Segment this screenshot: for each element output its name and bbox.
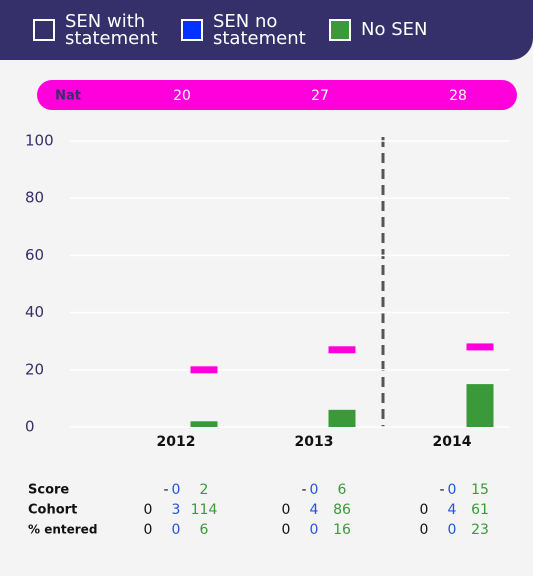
legend-swatch bbox=[181, 19, 203, 41]
legend-swatch bbox=[33, 19, 55, 41]
cohort: 114 bbox=[191, 502, 218, 518]
legend-label: SEN no statement bbox=[213, 10, 306, 49]
y-tick-label: 0 bbox=[25, 418, 35, 436]
legend-label: No SEN bbox=[361, 19, 428, 41]
legend: SEN with statement SEN no statement No SEN bbox=[0, 0, 533, 60]
entered: 6 bbox=[200, 522, 209, 538]
cohort: 61 bbox=[471, 502, 489, 518]
row-label: % entered bbox=[28, 523, 97, 537]
y-tick-label: 60 bbox=[25, 246, 44, 264]
cohort: 4 bbox=[310, 502, 319, 518]
cohort: 0 bbox=[420, 502, 429, 518]
entered: 23 bbox=[471, 522, 489, 538]
x-tick-label: 2012 bbox=[157, 434, 196, 450]
nat-marker bbox=[466, 343, 494, 351]
y-tick-label: 40 bbox=[25, 303, 44, 321]
entered: 0 bbox=[310, 522, 319, 538]
x-tick-label: 2013 bbox=[295, 434, 334, 450]
nat-value: 20 bbox=[173, 88, 191, 104]
score: 6 bbox=[338, 482, 347, 498]
legend-label: SEN with statement bbox=[65, 10, 158, 49]
bar bbox=[328, 409, 356, 427]
entered: 0 bbox=[420, 522, 429, 538]
cohort: 4 bbox=[448, 502, 457, 518]
row-label: Score bbox=[28, 483, 69, 498]
legend-item: SEN with statement bbox=[33, 10, 165, 49]
legend-swatch bbox=[329, 19, 351, 41]
entered: 0 bbox=[144, 522, 153, 538]
score: 15 bbox=[471, 482, 489, 498]
nat-marker bbox=[328, 346, 356, 354]
score: 0 bbox=[310, 482, 319, 498]
score: 2 bbox=[200, 482, 209, 498]
nat-marker bbox=[190, 366, 218, 374]
entered: 0 bbox=[282, 522, 291, 538]
legend-item: SEN no statement bbox=[181, 10, 313, 49]
score: - bbox=[301, 482, 306, 498]
cohort: 0 bbox=[282, 502, 291, 518]
y-tick-label: 80 bbox=[25, 189, 44, 207]
entered: 0 bbox=[172, 522, 181, 538]
y-tick-label: 20 bbox=[25, 360, 44, 378]
nat-label: Nat bbox=[55, 89, 81, 104]
cohort: 3 bbox=[172, 502, 181, 518]
entered: 16 bbox=[333, 522, 351, 538]
y-tick-label: 100 bbox=[25, 132, 54, 150]
score: - bbox=[163, 482, 168, 498]
cohort: 86 bbox=[333, 502, 351, 518]
nat-value: 27 bbox=[311, 88, 329, 104]
entered: 0 bbox=[448, 522, 457, 538]
row-label: Cohort bbox=[28, 503, 77, 518]
nat-value: 28 bbox=[449, 88, 467, 104]
cohort: 0 bbox=[144, 502, 153, 518]
score: - bbox=[439, 482, 444, 498]
nat-pill bbox=[37, 80, 517, 110]
bar bbox=[190, 421, 218, 427]
bar bbox=[466, 384, 494, 427]
legend-item: No SEN bbox=[329, 19, 461, 41]
x-tick-label: 2014 bbox=[433, 434, 472, 450]
score: 0 bbox=[172, 482, 181, 498]
score: 0 bbox=[448, 482, 457, 498]
